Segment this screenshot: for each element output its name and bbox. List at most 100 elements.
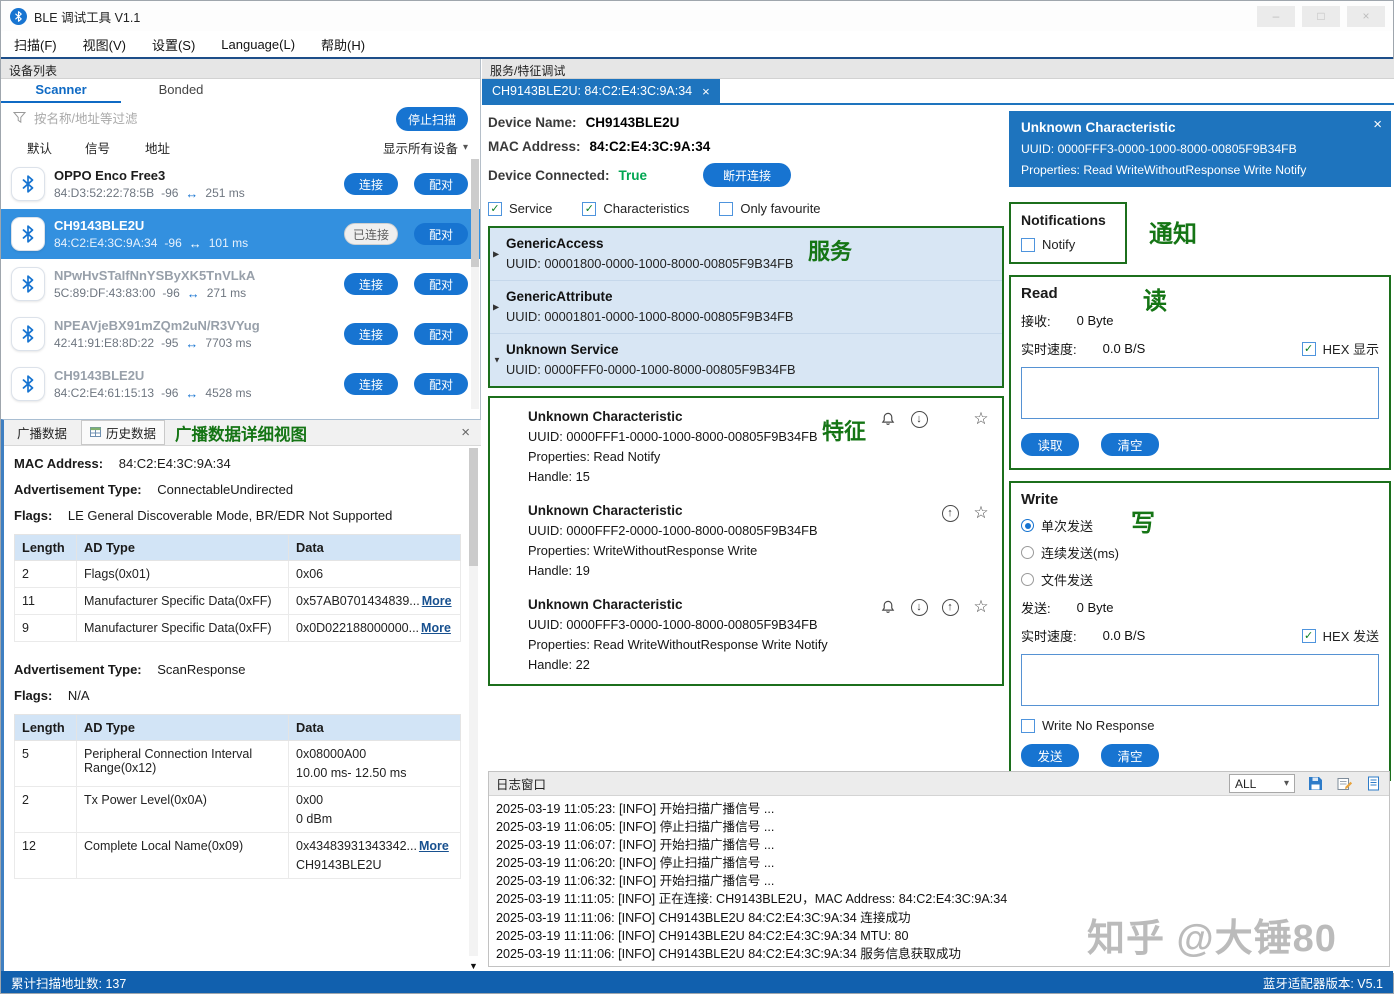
- close-icon[interactable]: ×: [1373, 116, 1382, 133]
- col-default[interactable]: 默认: [27, 141, 53, 156]
- close-icon[interactable]: ×: [702, 83, 710, 99]
- chevron-right-icon[interactable]: ▶: [493, 249, 500, 259]
- col-data: Data: [288, 534, 461, 561]
- filter-input[interactable]: [34, 109, 388, 129]
- service-item-expanded[interactable]: ▼ Unknown Service UUID: 0000FFF0-0000-10…: [490, 334, 1002, 386]
- characteristic-item[interactable]: Unknown Characteristic UUID: 0000FFF3-00…: [490, 588, 1002, 682]
- device-tab[interactable]: CH9143BLE2U: 84:C2:E4:3C:9A:34 ×: [482, 79, 720, 103]
- edit-log-icon[interactable]: [1335, 775, 1353, 793]
- read-download-icon[interactable]: ↓: [908, 409, 930, 429]
- close-button[interactable]: ×: [1347, 5, 1385, 27]
- pair-button[interactable]: 配对: [414, 323, 468, 345]
- device-row[interactable]: OPPO Enco Free3 84:D3:52:22:78:5B -96 ↔ …: [1, 159, 480, 209]
- menu-view[interactable]: 视图(V): [82, 37, 126, 53]
- scrollbar-thumb[interactable]: [471, 159, 479, 267]
- chevron-down-icon[interactable]: ▼: [493, 355, 501, 365]
- tab-broadcast-data[interactable]: 广播数据: [17, 427, 68, 441]
- show-all-devices-dropdown[interactable]: 显示所有设备 ▾: [383, 138, 468, 157]
- menu-help[interactable]: 帮助(H): [321, 37, 366, 53]
- file-send-radio[interactable]: 文件发送: [1021, 570, 1379, 589]
- only-favourite-checkbox[interactable]: Only favourite: [719, 201, 821, 216]
- connected-button[interactable]: 已连接: [344, 223, 398, 245]
- connect-button[interactable]: 连接: [344, 173, 398, 195]
- device-row-selected[interactable]: CH9143BLE2U 84:C2:E4:3C:9A:34 -96 ↔ 101 …: [1, 209, 480, 259]
- characteristic-handle: Handle: 22: [528, 657, 590, 672]
- tab-bonded[interactable]: Bonded: [158, 82, 204, 97]
- tab-scanner[interactable]: Scanner: [1, 79, 121, 103]
- device-list-scrollbar[interactable]: [471, 159, 479, 409]
- connect-button[interactable]: 连接: [344, 323, 398, 345]
- service-item[interactable]: ▶ GenericAttribute UUID: 00001801-0000-1…: [490, 281, 1002, 334]
- device-row[interactable]: NPEAVjeBX91mZQm2uN/R3VYug 42:41:91:E8:8D…: [1, 309, 480, 359]
- save-log-icon[interactable]: [1306, 775, 1324, 793]
- disconnect-button[interactable]: 断开连接: [703, 163, 792, 187]
- device-row[interactable]: CH9143BLE2U 84:C2:E4:61:15:13 -96 ↔ 4528…: [1, 359, 480, 409]
- close-icon[interactable]: ×: [461, 424, 470, 441]
- write-no-response-checkbox[interactable]: Write No Response: [1021, 718, 1154, 733]
- device-list-panel: 设备列表 Scanner Bonded 停止扫描 默认 信号 地址 显示所有设备…: [1, 59, 481, 973]
- write-upload-icon[interactable]: ↑: [939, 503, 961, 523]
- col-address[interactable]: 地址: [145, 141, 171, 156]
- scrollbar-thumb[interactable]: [469, 448, 478, 566]
- log-line: 2025-03-19 11:05:23: [INFO] 开始扫描广播信号 ...: [496, 802, 775, 816]
- annotation-notify: 通知: [1149, 221, 1197, 248]
- col-signal[interactable]: 信号: [85, 141, 111, 156]
- notify-bell-icon[interactable]: [877, 409, 899, 429]
- clear-read-button[interactable]: 清空: [1101, 433, 1159, 456]
- hex-send-checkbox[interactable]: ✓ HEX 发送: [1301, 626, 1379, 645]
- pair-button[interactable]: 配对: [414, 173, 468, 195]
- characteristics-checkbox[interactable]: ✓ Characteristics: [582, 201, 689, 216]
- characteristic-item[interactable]: Unknown Characteristic UUID: 0000FFF1-00…: [490, 400, 1002, 494]
- maximize-button[interactable]: □: [1302, 5, 1340, 27]
- read-output-area[interactable]: [1021, 367, 1379, 419]
- pair-button[interactable]: 配对: [414, 273, 468, 295]
- stop-scan-button[interactable]: 停止扫描: [396, 107, 468, 131]
- service-item[interactable]: ▶ GenericAccess UUID: 00001800-0000-1000…: [490, 228, 1002, 281]
- adv-type-label: Advertisement Type:: [14, 662, 142, 677]
- send-button[interactable]: 发送: [1021, 744, 1079, 767]
- minimize-button[interactable]: –: [1257, 5, 1295, 27]
- device-row[interactable]: NPwHvSTaIfNnYSByXK5TnVLkA 5C:89:DF:43:83…: [1, 259, 480, 309]
- menu-language[interactable]: Language(L): [221, 36, 296, 52]
- radio-selected-icon: [1021, 519, 1034, 532]
- favourite-star-icon[interactable]: ☆: [970, 597, 992, 617]
- more-link[interactable]: More: [421, 594, 452, 608]
- write-input-area[interactable]: [1021, 654, 1379, 706]
- mac-value: 84:C2:E4:3C:9A:34: [118, 456, 231, 471]
- log-body[interactable]: 2025-03-19 11:05:23: [INFO] 开始扫描广播信号 ...…: [489, 796, 1389, 967]
- clear-write-button[interactable]: 清空: [1101, 744, 1159, 767]
- log-filter-dropdown[interactable]: ALL ▾: [1229, 774, 1295, 793]
- pair-button[interactable]: 配对: [414, 223, 468, 245]
- favourite-star-icon[interactable]: ☆: [970, 409, 992, 429]
- broadcast-scrollbar[interactable]: [469, 448, 478, 956]
- scroll-down-icon[interactable]: ▼: [469, 961, 478, 971]
- favourite-star-icon[interactable]: ☆: [970, 503, 992, 523]
- write-upload-icon[interactable]: ↑: [939, 597, 961, 617]
- service-checkbox[interactable]: ✓ Service: [488, 201, 552, 216]
- checkbox-checked-icon: ✓: [1301, 341, 1316, 356]
- chevron-right-icon[interactable]: ▶: [493, 302, 500, 312]
- more-link[interactable]: More: [421, 621, 451, 635]
- read-speed-value: 0.0 B/S: [1102, 341, 1146, 356]
- read-button[interactable]: 读取: [1021, 433, 1079, 456]
- connect-button[interactable]: 连接: [344, 273, 398, 295]
- menu-scan[interactable]: 扫描(F): [14, 37, 57, 53]
- connect-button[interactable]: 连接: [344, 373, 398, 395]
- checkbox-checked-icon: ✓: [582, 201, 597, 216]
- data-value-2: 0 dBm: [296, 812, 333, 826]
- tab-history-data[interactable]: 历史数据: [81, 420, 166, 445]
- characteristic-item[interactable]: Unknown Characteristic UUID: 0000FFF2-00…: [490, 494, 1002, 588]
- clear-log-icon[interactable]: [1364, 775, 1382, 793]
- cell-length: 12: [14, 832, 77, 879]
- notify-checkbox[interactable]: Notify: [1021, 237, 1115, 252]
- hex-display-checkbox[interactable]: ✓ HEX 显示: [1301, 339, 1379, 358]
- notify-bell-icon[interactable]: [877, 597, 899, 617]
- read-download-icon[interactable]: ↓: [908, 597, 930, 617]
- more-link[interactable]: More: [418, 839, 449, 853]
- pair-button[interactable]: 配对: [414, 373, 468, 395]
- single-send-radio[interactable]: 单次发送: [1021, 516, 1379, 535]
- log-window: 日志窗口 ALL ▾ 2025-03-19 11:05:23: [INFO] 开…: [488, 771, 1390, 967]
- send-value: 0 Byte: [1076, 600, 1114, 615]
- menu-settings[interactable]: 设置(S): [151, 37, 196, 53]
- continuous-send-radio[interactable]: 连续发送(ms): [1021, 543, 1379, 562]
